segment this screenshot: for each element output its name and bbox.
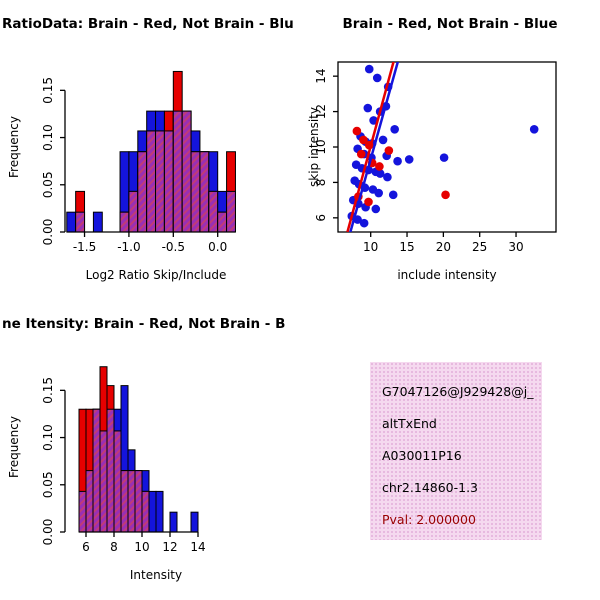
svg-text:0.00: 0.00 [41,519,55,546]
quadrant-gene-intensity-histogram: 6 8 10 12 14 0.00 0.05 0.10 0.15 Intensity Frequen… [0,300,300,600]
probe-id-text: G7047126@J929428@j_ [382,384,534,399]
svg-text:Frequency: Frequency [7,416,21,478]
quadrant-intensity-scatter: 10 15 20 25 30 6 8 10 12 14 include intensity skip … [300,0,600,300]
svg-text:include intensity: include intensity [397,268,496,282]
svg-text:-0.5: -0.5 [162,240,185,254]
quadrant-info-panel: G7047126@J929428@j_ altTxEnd A030011P16 … [300,300,600,600]
svg-text:0.05: 0.05 [41,471,55,498]
svg-text:0.15: 0.15 [41,377,55,404]
svg-text:14: 14 [314,69,328,84]
svg-text:Intensity: Intensity [130,568,182,582]
svg-text:15: 15 [399,240,414,254]
svg-text:0.0: 0.0 [208,240,227,254]
svg-text:-1.5: -1.5 [73,240,96,254]
pval-line: Pval: 2.000000 [382,512,476,527]
svg-text:-1.0: -1.0 [117,240,140,254]
svg-text:10: 10 [363,240,378,254]
svg-text:0.10: 0.10 [41,124,55,151]
svg-text:Log2 Ratio Skip/Include: Log2 Ratio Skip/Include [86,268,227,282]
intensity-scatter-title: Brain - Red, Not Brain - Blue [342,16,558,32]
svg-text:6: 6 [82,540,90,554]
ratio-histogram-plot: -1.5 -1.0 -0.5 0.0 0.00 0.05 0.10 0.15 Log2 Rati… [7,70,236,282]
probe-info-box: G7047126@J929428@j_ altTxEnd A030011P16 … [370,362,542,540]
svg-text:6: 6 [314,214,328,222]
svg-text:12: 12 [162,540,177,554]
gene-intensity-histogram-title: ne Itensity: Brain - Red, Not Brain - B [2,316,286,332]
svg-text:20: 20 [436,240,451,254]
svg-text:12: 12 [314,104,328,119]
svg-text:0.10: 0.10 [41,424,55,451]
svg-text:Frequency: Frequency [7,116,21,178]
svg-text:10: 10 [314,139,328,154]
gene-symbol-text: A030011P16 [382,448,462,463]
svg-text:10: 10 [134,540,149,554]
svg-text:8: 8 [314,179,328,187]
quadrant-ratio-histogram: -1.5 -1.0 -0.5 0.0 0.00 0.05 0.10 0.15 Log2 Rati… [0,0,300,300]
svg-text:0.05: 0.05 [41,171,55,198]
svg-text:25: 25 [472,240,487,254]
svg-text:30: 30 [508,240,523,254]
svg-text:14: 14 [190,540,205,554]
svg-text:0.00: 0.00 [41,219,55,246]
event-type-text: altTxEnd [382,416,437,431]
gene-intensity-histogram-plot: 6 8 10 12 14 0.00 0.05 0.10 0.15 Intensity Frequen… [7,366,206,582]
intensity-scatter-plot: 10 15 20 25 30 6 8 10 12 14 include intensity skip … [307,61,557,282]
svg-text:8: 8 [110,540,118,554]
chromosome-location-text: chr2.14860-1.3 [382,480,479,495]
svg-text:0.15: 0.15 [41,77,55,104]
ratio-histogram-title: RatioData: Brain - Red, Not Brain - Blu [2,16,294,32]
svg-text:skip intensity: skip intensity [307,107,321,187]
